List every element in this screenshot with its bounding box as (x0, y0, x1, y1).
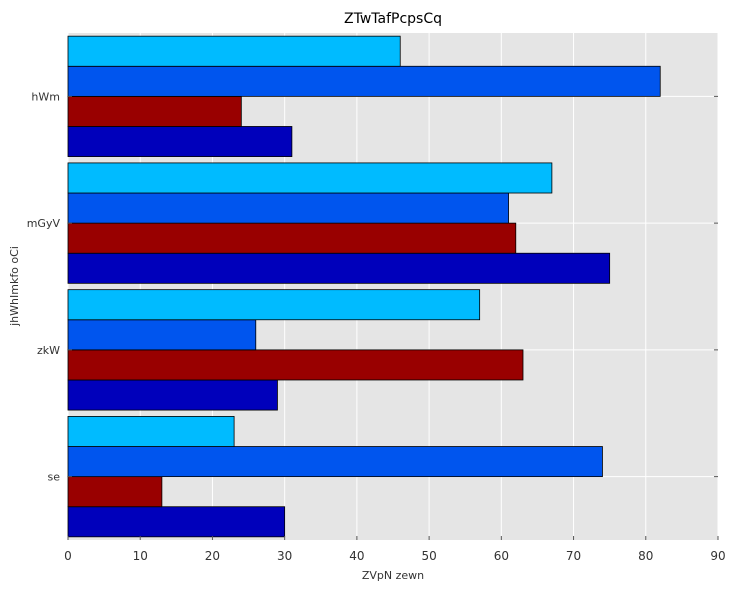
bar (67, 222, 517, 254)
bar (67, 192, 509, 224)
x-tick-label: 70 (566, 549, 581, 563)
axis-ticks: 0 10 20 30 40 50 60 70 80 90 se zkW mGyV hWm (27, 90, 726, 563)
x-axis-label: ZVpN zewn (362, 569, 424, 582)
bar (67, 289, 481, 321)
bar (67, 65, 661, 97)
y-tick-label: mGyV (27, 217, 61, 230)
x-tick-label: 80 (638, 549, 653, 563)
y-tick-label: zkW (37, 344, 60, 357)
x-tick-label: 90 (710, 549, 725, 563)
bar (67, 416, 235, 447)
bar (67, 252, 611, 284)
bar (67, 446, 603, 478)
bar (67, 506, 286, 538)
x-tick-label: 30 (277, 549, 292, 563)
bar (67, 476, 163, 508)
chart-title: ZTwTafPcpsCq (344, 11, 442, 27)
y-axis-label: jhWhImkfo oCi (8, 246, 21, 327)
x-tick-label: 10 (133, 549, 148, 563)
bar (67, 126, 293, 157)
bar (67, 35, 401, 67)
x-tick-label: 20 (205, 549, 220, 563)
x-tick-label: 40 (349, 549, 364, 563)
x-tick-label: 50 (421, 549, 436, 563)
bars (67, 35, 661, 538)
bar (67, 319, 257, 351)
bar (67, 379, 278, 411)
x-tick-label: 0 (64, 549, 72, 563)
y-tick-label: hWm (31, 90, 60, 103)
bar (67, 95, 242, 127)
bar (67, 162, 553, 194)
y-tick-label: se (48, 471, 61, 484)
x-tick-label: 60 (494, 549, 509, 563)
bar (67, 349, 524, 381)
